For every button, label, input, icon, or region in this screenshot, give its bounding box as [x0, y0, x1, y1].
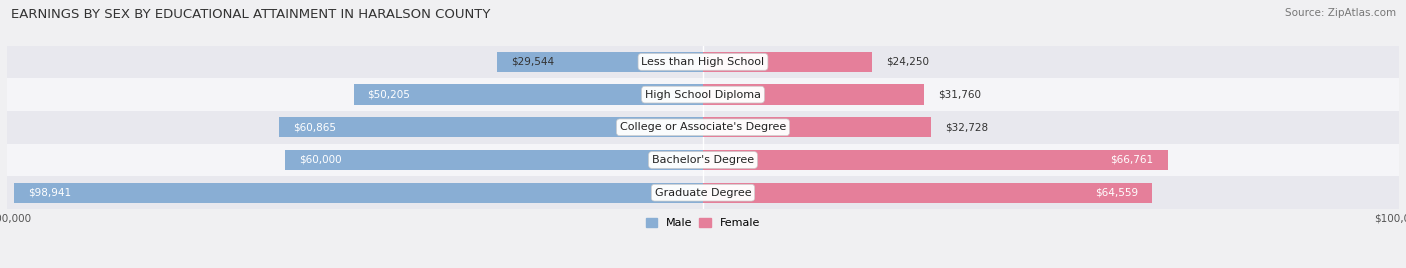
Text: High School Diploma: High School Diploma — [645, 90, 761, 100]
Text: Less than High School: Less than High School — [641, 57, 765, 67]
Text: $60,865: $60,865 — [294, 122, 336, 132]
Bar — [703, 84, 924, 105]
Text: EARNINGS BY SEX BY EDUCATIONAL ATTAINMENT IN HARALSON COUNTY: EARNINGS BY SEX BY EDUCATIONAL ATTAINMEN… — [11, 8, 491, 21]
Bar — [14, 183, 703, 203]
Bar — [703, 150, 1167, 170]
Text: $60,000: $60,000 — [299, 155, 342, 165]
Text: Bachelor's Degree: Bachelor's Degree — [652, 155, 754, 165]
Bar — [703, 52, 872, 72]
Text: $50,205: $50,205 — [367, 90, 411, 100]
Bar — [703, 117, 931, 137]
Text: $29,544: $29,544 — [512, 57, 554, 67]
Text: $66,761: $66,761 — [1111, 155, 1154, 165]
Bar — [7, 144, 1399, 176]
Text: College or Associate's Degree: College or Associate's Degree — [620, 122, 786, 132]
Text: $31,760: $31,760 — [938, 90, 981, 100]
Bar — [280, 117, 703, 137]
Text: $64,559: $64,559 — [1095, 188, 1139, 198]
Bar — [285, 150, 703, 170]
Text: Graduate Degree: Graduate Degree — [655, 188, 751, 198]
Bar — [7, 78, 1399, 111]
Legend: Male, Female: Male, Female — [641, 214, 765, 233]
Bar — [353, 84, 703, 105]
Text: Source: ZipAtlas.com: Source: ZipAtlas.com — [1285, 8, 1396, 18]
Bar — [7, 111, 1399, 144]
Bar — [7, 46, 1399, 78]
Text: $32,728: $32,728 — [945, 122, 988, 132]
Bar — [7, 176, 1399, 209]
Bar — [703, 183, 1153, 203]
Text: $24,250: $24,250 — [886, 57, 929, 67]
Bar — [498, 52, 703, 72]
Text: $98,941: $98,941 — [28, 188, 72, 198]
